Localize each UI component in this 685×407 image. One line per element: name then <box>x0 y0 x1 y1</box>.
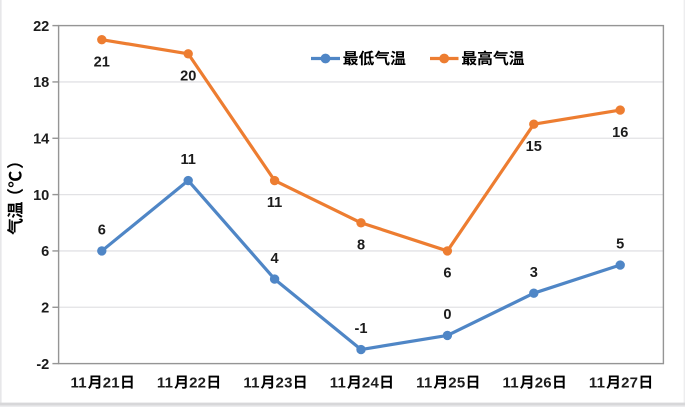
svg-text:22: 22 <box>33 19 49 35</box>
svg-text:18: 18 <box>33 75 49 91</box>
svg-text:11: 11 <box>157 375 173 392</box>
svg-text:15: 15 <box>526 139 542 155</box>
svg-text:14: 14 <box>33 131 50 147</box>
svg-text:-2: -2 <box>36 357 49 373</box>
svg-text:22: 22 <box>189 375 206 392</box>
svg-text:0: 0 <box>443 307 451 323</box>
svg-text:11: 11 <box>243 375 259 392</box>
svg-text:-1: -1 <box>355 321 368 337</box>
svg-text:20: 20 <box>180 68 196 84</box>
svg-text:24: 24 <box>362 375 380 392</box>
svg-text:3: 3 <box>530 265 538 281</box>
svg-text:11: 11 <box>416 375 432 392</box>
svg-text:11: 11 <box>267 195 282 211</box>
svg-text:8: 8 <box>357 237 365 253</box>
svg-text:11: 11 <box>503 375 519 392</box>
svg-text:5: 5 <box>616 237 624 253</box>
svg-text:6: 6 <box>443 266 451 282</box>
svg-text:11: 11 <box>180 152 195 168</box>
svg-text:26: 26 <box>535 375 552 392</box>
svg-text:21: 21 <box>103 375 120 392</box>
svg-text:11: 11 <box>71 375 87 392</box>
svg-text:4: 4 <box>271 251 280 267</box>
svg-text:6: 6 <box>41 244 49 260</box>
svg-text:11: 11 <box>589 375 605 392</box>
svg-text:6: 6 <box>98 223 106 239</box>
svg-text:2: 2 <box>41 300 49 316</box>
svg-text:11: 11 <box>330 375 346 392</box>
svg-text:25: 25 <box>448 375 465 392</box>
svg-text:23: 23 <box>276 375 293 392</box>
svg-text:10: 10 <box>33 188 49 204</box>
svg-text:16: 16 <box>612 125 628 141</box>
svg-text:27: 27 <box>621 375 638 392</box>
svg-text:21: 21 <box>94 54 110 70</box>
